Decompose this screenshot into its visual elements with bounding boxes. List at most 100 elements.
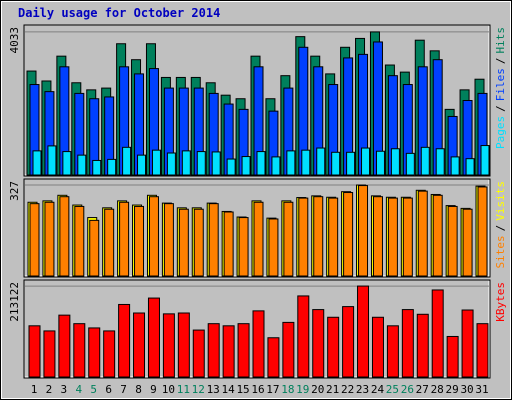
bar — [346, 151, 356, 176]
x-tick-label: 12 — [192, 383, 205, 396]
bar — [192, 329, 205, 378]
bar — [32, 150, 42, 176]
bar — [405, 152, 415, 176]
bar — [193, 208, 204, 277]
x-tick-label: 28 — [431, 383, 444, 396]
legend-entry: Sites — [494, 235, 507, 268]
bar — [297, 295, 310, 378]
bar — [119, 201, 130, 277]
bar — [207, 323, 220, 378]
bar — [375, 150, 385, 176]
x-tick-label: 24 — [371, 383, 385, 396]
x-tick-label: 21 — [326, 383, 339, 396]
x-tick-label: 31 — [475, 383, 488, 396]
legend-separator: / — [494, 225, 507, 232]
bar — [134, 205, 145, 277]
bar — [328, 197, 339, 277]
legend-entry: KBytes — [494, 282, 507, 322]
bar — [286, 150, 296, 176]
legend-separator: / — [494, 58, 507, 65]
bar — [43, 330, 56, 378]
bar — [372, 196, 383, 277]
x-tick-label: 5 — [90, 383, 97, 396]
bar — [357, 285, 370, 378]
legend: Sites / Visits — [494, 181, 507, 269]
bar — [166, 152, 176, 176]
bar — [147, 297, 160, 378]
x-tick-label: 4 — [75, 383, 82, 396]
legend-entry: Hits — [494, 27, 507, 54]
x-tick-label: 2 — [46, 383, 53, 396]
bar — [118, 303, 131, 378]
bar — [462, 208, 473, 277]
x-tick-label: 6 — [105, 383, 112, 396]
bar — [208, 203, 219, 277]
bar — [313, 196, 324, 277]
y-max-label: 213122 — [8, 282, 21, 322]
bar — [387, 197, 398, 277]
x-tick-label: 18 — [281, 383, 294, 396]
bar — [447, 205, 458, 277]
bar — [253, 201, 264, 277]
legend: Pages / Files / Hits — [494, 27, 507, 149]
legend-separator: / — [494, 105, 507, 112]
bar — [371, 316, 384, 378]
bar — [62, 151, 72, 176]
x-tick-label: 11 — [177, 383, 190, 396]
bar — [89, 219, 100, 277]
bar — [361, 147, 371, 176]
bar — [177, 312, 190, 378]
bar — [28, 325, 41, 378]
bar — [420, 146, 430, 176]
x-tick-label: 23 — [356, 383, 369, 396]
bar — [107, 158, 117, 176]
x-tick-label: 16 — [251, 383, 264, 396]
x-tick-label: 27 — [416, 383, 429, 396]
bar — [211, 151, 221, 176]
x-tick-label: 3 — [61, 383, 68, 396]
bar — [237, 323, 250, 378]
bar — [104, 208, 115, 277]
bar — [435, 148, 445, 176]
legend-entry: Files — [494, 68, 507, 101]
bar — [480, 145, 490, 176]
bar — [44, 201, 55, 277]
bar — [465, 158, 475, 176]
bar — [312, 309, 325, 378]
bar — [401, 309, 414, 378]
legend-entry: Visits — [494, 181, 507, 221]
bar — [343, 192, 354, 277]
bar — [59, 196, 70, 277]
x-tick-label: 15 — [236, 383, 249, 396]
bar — [162, 313, 175, 378]
bar — [223, 211, 234, 277]
bar — [77, 154, 87, 176]
bar — [386, 325, 399, 378]
x-tick-label: 8 — [135, 383, 142, 396]
x-tick-label: 7 — [120, 383, 127, 396]
bar — [267, 337, 280, 378]
bar — [58, 314, 71, 378]
bar — [241, 156, 251, 176]
bar — [446, 335, 459, 378]
bar — [298, 197, 309, 277]
bar — [402, 197, 413, 277]
bar — [151, 149, 161, 176]
x-tick-label: 10 — [162, 383, 175, 396]
bar — [196, 151, 206, 176]
bar — [88, 327, 101, 378]
bar — [327, 316, 340, 378]
bar — [417, 190, 428, 277]
x-tick-label: 20 — [311, 383, 324, 396]
y-max-label: 327 — [8, 181, 21, 201]
bar — [416, 313, 429, 378]
x-tick-label: 22 — [341, 383, 354, 396]
bar — [283, 201, 294, 277]
bar — [29, 203, 40, 277]
chart-title: Daily usage for October 2014 — [18, 6, 220, 20]
x-tick-label: 14 — [222, 383, 236, 396]
x-tick-label: 17 — [266, 383, 279, 396]
bar — [301, 149, 311, 176]
